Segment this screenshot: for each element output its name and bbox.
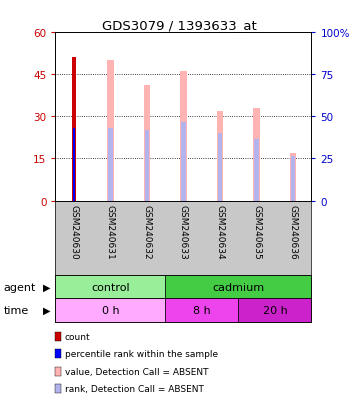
Text: control: control <box>91 282 130 292</box>
Bar <box>217 112 223 201</box>
Bar <box>73 128 75 201</box>
Bar <box>55 299 165 322</box>
Text: GSM240634: GSM240634 <box>216 205 224 259</box>
Bar <box>291 156 295 201</box>
Text: GSM240633: GSM240633 <box>179 205 188 259</box>
Text: agent: agent <box>4 282 36 292</box>
Text: time: time <box>4 305 29 316</box>
Text: value, Detection Call = ABSENT: value, Detection Call = ABSENT <box>64 367 208 376</box>
Bar <box>165 299 238 322</box>
Bar <box>72 58 76 201</box>
Bar <box>144 86 150 201</box>
Bar <box>253 109 260 201</box>
Bar <box>181 123 186 201</box>
Bar <box>108 128 112 201</box>
Bar <box>145 131 149 201</box>
Bar <box>165 275 311 299</box>
Text: cadmium: cadmium <box>212 282 265 292</box>
Text: ▶: ▶ <box>43 305 50 316</box>
Bar <box>218 134 222 201</box>
Text: 20 h: 20 h <box>262 305 287 316</box>
Text: 8 h: 8 h <box>193 305 211 316</box>
Bar <box>290 154 296 201</box>
Bar <box>255 140 259 201</box>
Text: 0 h: 0 h <box>102 305 119 316</box>
Text: percentile rank within the sample: percentile rank within the sample <box>64 349 218 358</box>
Bar <box>107 61 113 201</box>
Bar <box>180 72 187 201</box>
Text: GDS3079 / 1393633_at: GDS3079 / 1393633_at <box>102 19 256 31</box>
Text: GSM240635: GSM240635 <box>252 205 261 259</box>
Text: ▶: ▶ <box>43 282 50 292</box>
Text: GSM240632: GSM240632 <box>142 205 151 259</box>
Text: count: count <box>64 332 90 341</box>
Text: GSM240631: GSM240631 <box>106 205 115 259</box>
Text: rank, Detection Call = ABSENT: rank, Detection Call = ABSENT <box>64 384 203 393</box>
Text: GSM240636: GSM240636 <box>289 205 297 259</box>
Bar <box>238 299 311 322</box>
Text: GSM240630: GSM240630 <box>69 205 78 259</box>
Bar <box>55 275 165 299</box>
